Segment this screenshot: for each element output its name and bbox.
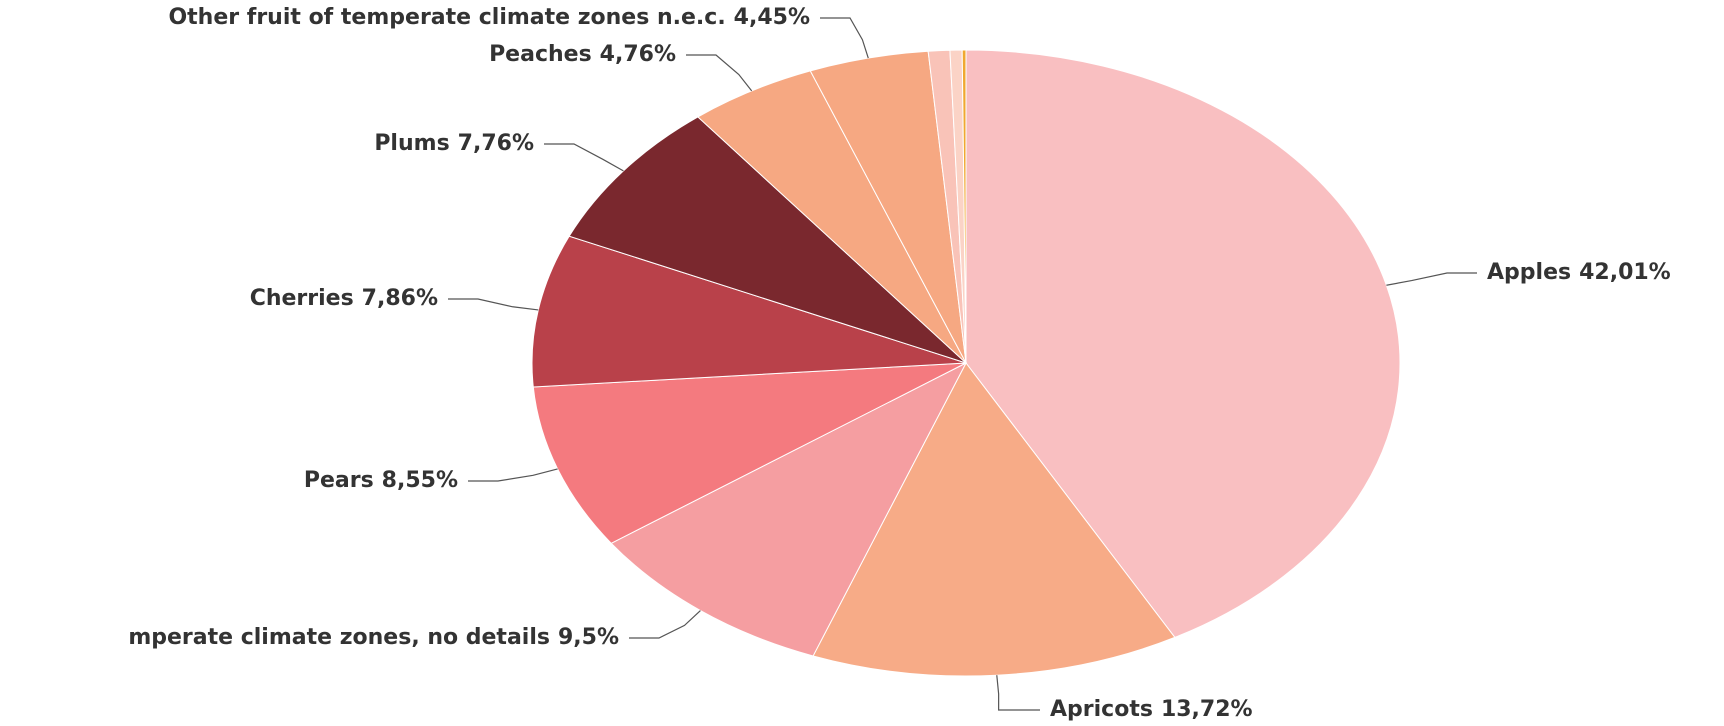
slice-label: Plums 7,76% bbox=[374, 131, 534, 156]
slice-category: Cherries bbox=[250, 286, 354, 311]
slice-label: Other fruit of temperate climate zones n… bbox=[168, 5, 810, 30]
leader-line bbox=[1386, 272, 1477, 286]
slice-category: Peaches bbox=[489, 42, 592, 67]
pie-slice bbox=[965, 49, 1401, 638]
pie-slice bbox=[610, 361, 968, 657]
slice-value: 7,86% bbox=[362, 286, 438, 311]
leader-line bbox=[544, 143, 624, 172]
slice-label: Pears 8,55% bbox=[304, 468, 458, 493]
slice-value: 42,01% bbox=[1579, 260, 1671, 285]
slice-value: 8,55% bbox=[382, 468, 458, 493]
leader-line bbox=[686, 54, 753, 92]
slice-label: Peaches 4,76% bbox=[489, 42, 676, 67]
slice-value: 7,76% bbox=[458, 131, 534, 156]
slice-label: Apples 42,01% bbox=[1487, 260, 1671, 285]
pie-slice bbox=[961, 49, 967, 364]
leader-line bbox=[996, 675, 1040, 711]
leader-line bbox=[448, 298, 539, 311]
slice-value: 13,72% bbox=[1161, 697, 1253, 722]
slice-value: 4,45% bbox=[734, 5, 810, 30]
slice-label: Apricots 13,72% bbox=[1050, 697, 1253, 722]
slice-category: mperate climate zones, no details bbox=[128, 625, 550, 650]
slice-category: Apricots bbox=[1050, 697, 1153, 722]
pie-slice bbox=[568, 116, 967, 364]
slice-value: 4,76% bbox=[600, 42, 676, 67]
slice-category: Apples bbox=[1487, 260, 1571, 285]
slice-value: 9,5% bbox=[558, 625, 619, 650]
leader-line bbox=[629, 610, 701, 639]
slice-label: Cherries 7,86% bbox=[250, 286, 438, 311]
slice-category: Pears bbox=[304, 468, 374, 493]
leader-line bbox=[468, 468, 558, 482]
pie-slice bbox=[812, 362, 1176, 677]
slice-label: mperate climate zones, no details 9,5% bbox=[128, 625, 619, 650]
leader-line bbox=[820, 17, 869, 59]
pie-slice bbox=[531, 235, 967, 388]
slice-category: Other fruit of temperate climate zones n… bbox=[168, 5, 725, 30]
slice-category: Plums bbox=[374, 131, 449, 156]
